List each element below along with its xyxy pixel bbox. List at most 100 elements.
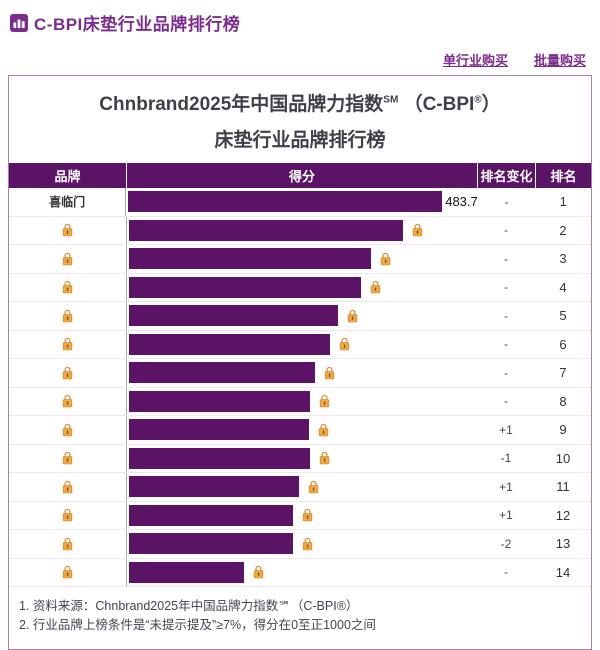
rank-change-value: - xyxy=(504,365,508,380)
score-cell xyxy=(126,530,477,558)
lock-icon xyxy=(308,480,319,494)
rank-value: 4 xyxy=(559,279,567,295)
lock-icon xyxy=(62,280,73,294)
brand-cell xyxy=(9,559,126,587)
score-cell xyxy=(126,473,477,501)
brand-cell xyxy=(9,473,126,501)
brand-cell xyxy=(9,502,126,530)
score-cell xyxy=(126,245,477,273)
rank-value: 7 xyxy=(559,365,567,381)
lock-icon xyxy=(324,366,335,380)
brand-cell xyxy=(9,302,126,330)
rank-value: 3 xyxy=(559,251,567,267)
score-cell xyxy=(126,216,477,244)
rank-change-value: - xyxy=(504,194,509,209)
lock-icon xyxy=(319,451,330,465)
rank-value: 6 xyxy=(559,336,567,352)
column-header-rank-change: 排名变化 xyxy=(477,163,535,188)
score-bar xyxy=(129,362,315,384)
brand-name: 喜临门 xyxy=(49,195,86,210)
lock-icon xyxy=(62,565,73,579)
lock-icon xyxy=(62,480,73,494)
buy-bulk-link[interactable]: 批量购买 xyxy=(533,53,586,68)
rank-change-value: - xyxy=(504,565,508,580)
rank-value: 2 xyxy=(559,222,567,238)
rank-change-value: - xyxy=(504,337,508,352)
score-bar xyxy=(129,447,310,469)
rank-change-value: - xyxy=(504,280,508,295)
table-row: 喜临门 483.7 - 1 xyxy=(9,188,591,217)
buy-single-industry-link[interactable]: 单行业购买 xyxy=(442,53,508,68)
table-row: - 4 xyxy=(9,273,591,302)
sm-superscript: SM xyxy=(383,94,399,106)
rank-change-value: -1 xyxy=(500,451,512,466)
table-row: - 14 xyxy=(9,558,591,587)
column-header-brand: 品牌 xyxy=(54,169,81,184)
score-cell xyxy=(126,416,477,444)
footnotes: 1. 资料来源：Chnbrand2025年中国品牌力指数℠（C-BPI®） 2.… xyxy=(9,587,591,649)
brand-cell xyxy=(9,245,126,273)
score-value: 483.7 xyxy=(445,194,478,210)
score-bar xyxy=(129,419,309,441)
brand-cell xyxy=(9,530,126,558)
table-row: - 3 xyxy=(9,245,591,274)
table-row: - 6 xyxy=(9,330,591,359)
brand-cell xyxy=(9,416,126,444)
registered-superscript: ® xyxy=(474,94,482,106)
footnote-criteria: 2. 行业品牌上榜条件是“未提示提及”≥7%，得分在0至正1000之间 xyxy=(19,618,376,633)
score-bar xyxy=(129,533,293,555)
brand-cell: 喜临门 xyxy=(9,188,125,216)
score-cell xyxy=(126,273,477,301)
footnote-source: 1. 资料来源：Chnbrand2025年中国品牌力指数℠（C-BPI®） xyxy=(19,599,359,613)
lock-icon xyxy=(62,394,73,408)
score-cell xyxy=(126,387,477,415)
panel-title-block: Chnbrand2025年中国品牌力指数SM （C-BPI®） 床垫行业品牌排行… xyxy=(9,76,591,163)
rank-change-value: - xyxy=(504,394,508,409)
lock-icon xyxy=(380,252,391,266)
score-bar xyxy=(129,333,330,355)
rank-value: 12 xyxy=(555,507,571,523)
brand-cell xyxy=(9,217,126,245)
lock-icon xyxy=(62,252,73,266)
score-cell: 483.7 xyxy=(125,188,478,216)
column-header-rank: 排名 xyxy=(535,163,591,188)
score-cell xyxy=(126,302,477,330)
rank-value: 14 xyxy=(555,564,571,580)
table-row: -2 13 xyxy=(9,530,591,559)
rank-value: 11 xyxy=(556,479,570,495)
rank-change-value: +1 xyxy=(499,508,513,523)
score-bar xyxy=(129,305,338,327)
table-row: +1 9 xyxy=(9,416,591,445)
table-row: +1 12 xyxy=(9,501,591,530)
lock-icon xyxy=(62,508,73,522)
brand-cell xyxy=(9,388,126,416)
rank-value: 10 xyxy=(555,450,571,466)
bar-chart-icon xyxy=(10,13,28,32)
rank-change-value: - xyxy=(504,308,508,323)
table-row: - 5 xyxy=(9,302,591,331)
score-bar xyxy=(129,276,361,298)
score-bar xyxy=(129,390,310,412)
table-body: 喜临门 483.7 - 1 xyxy=(9,188,591,587)
table-header: 品牌 得分 排名变化 排名 xyxy=(9,163,591,188)
panel-subtitle: 床垫行业品牌排行榜 xyxy=(214,130,386,151)
table-row: - 2 xyxy=(9,216,591,245)
rank-value: 8 xyxy=(559,393,567,409)
lock-icon xyxy=(370,280,381,294)
panel-title: Chnbrand2025年中国品牌力指数SM （C-BPI®） xyxy=(9,89,591,116)
panel-title-main: Chnbrand2025年中国品牌力指数 xyxy=(99,94,384,115)
score-bar xyxy=(129,248,371,270)
score-cell xyxy=(126,558,477,586)
rank-value: 13 xyxy=(555,536,571,552)
column-header-score: 得分 xyxy=(126,163,477,188)
rank-value: 5 xyxy=(559,308,567,324)
table-row: -1 10 xyxy=(9,444,591,473)
score-cell xyxy=(126,501,477,529)
panel-title-paren-close: ） xyxy=(481,94,501,115)
score-bar xyxy=(129,219,403,241)
rank-change-value: - xyxy=(504,223,508,238)
rank-change-value: -2 xyxy=(500,536,512,551)
lock-icon xyxy=(253,565,264,579)
table-row: +1 11 xyxy=(9,473,591,502)
panel-title-paren: （C-BPI xyxy=(403,94,475,115)
